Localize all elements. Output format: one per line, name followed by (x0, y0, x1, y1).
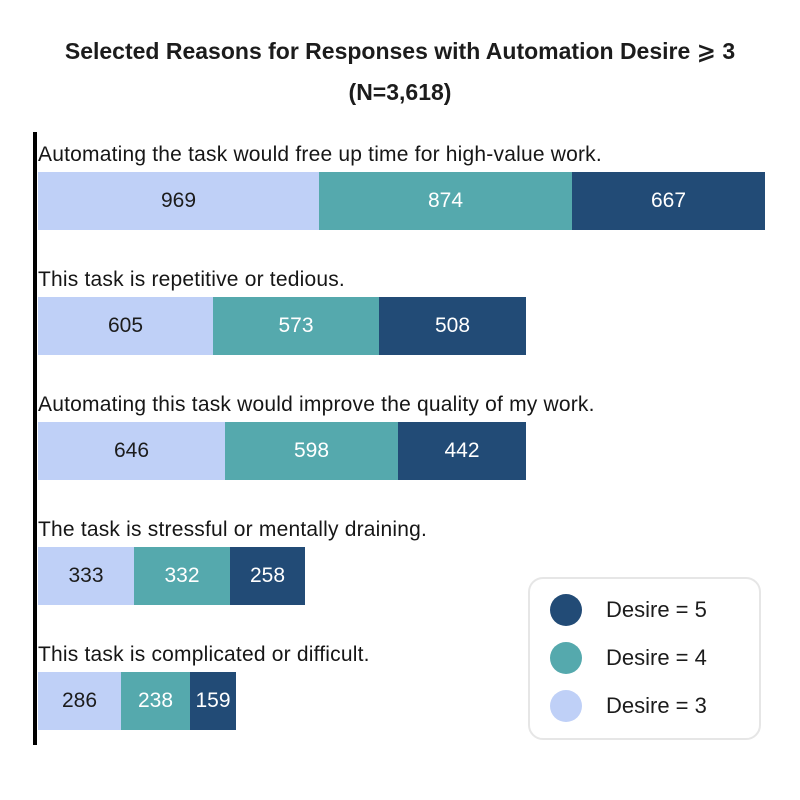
bar-category-label: Automating the task would free up time f… (38, 143, 602, 166)
legend-swatch-desire-5-icon (550, 594, 582, 626)
bar-segment: 969 (38, 172, 319, 230)
bar-segment: 442 (398, 422, 526, 480)
stacked-bar: 286 238 159 (38, 672, 370, 730)
bar-segment: 238 (121, 672, 190, 730)
legend-label-desire-4: Desire = 4 (606, 645, 707, 670)
bar-segment: 573 (213, 297, 379, 355)
bar-group: This task is repetitive or tedious. 605 57… (38, 266, 526, 355)
stacked-bar: 646 598 442 (38, 422, 595, 480)
legend-item-desire-5: Desire = 5 (530, 586, 759, 634)
bar-segment: 598 (225, 422, 398, 480)
bar-segment: 258 (230, 547, 305, 605)
legend-item-desire-3: Desire = 3 (530, 682, 759, 730)
chart-title-line2: (N=3,618) (348, 79, 452, 105)
bar-segment: 646 (38, 422, 225, 480)
bar-category-label: This task is repetitive or tedious. (38, 268, 345, 291)
chart-title: Selected Reasons for Responses with Auto… (0, 31, 800, 113)
legend-label-desire-5: Desire = 5 (606, 597, 707, 622)
bar-group: The task is stressful or mentally draini… (38, 516, 427, 605)
bar-category-label: This task is complicated or difficult. (38, 643, 370, 666)
bar-category-label: Automating this task would improve the q… (38, 393, 595, 416)
stacked-bar: 605 573 508 (38, 297, 526, 355)
legend-swatch-desire-4-icon (550, 642, 582, 674)
bar-segment: 332 (134, 547, 230, 605)
legend-swatch-desire-3-icon (550, 690, 582, 722)
stacked-bar: 333 332 258 (38, 547, 427, 605)
bar-segment: 159 (190, 672, 236, 730)
bar-group: Automating the task would free up time f… (38, 141, 765, 230)
bar-group: This task is complicated or difficult. 28… (38, 641, 370, 730)
bar-segment: 874 (319, 172, 572, 230)
bar-segment: 508 (379, 297, 526, 355)
bar-segment: 667 (572, 172, 765, 230)
bar-segment: 286 (38, 672, 121, 730)
chart-area: Automating the task would free up time f… (38, 133, 778, 745)
y-axis-line (33, 132, 37, 745)
bar-segment: 605 (38, 297, 213, 355)
bar-segment: 333 (38, 547, 134, 605)
legend-item-desire-4: Desire = 4 (530, 634, 759, 682)
legend: Desire = 5 Desire = 4 Desire = 3 (528, 577, 761, 740)
bar-category-label: The task is stressful or mentally draini… (38, 518, 428, 541)
bar-group: Automating this task would improve the q… (38, 391, 595, 480)
chart-title-line1: Selected Reasons for Responses with Auto… (64, 38, 736, 64)
legend-label-desire-3: Desire = 3 (606, 693, 707, 718)
stacked-bar: 969 874 667 (38, 172, 765, 230)
